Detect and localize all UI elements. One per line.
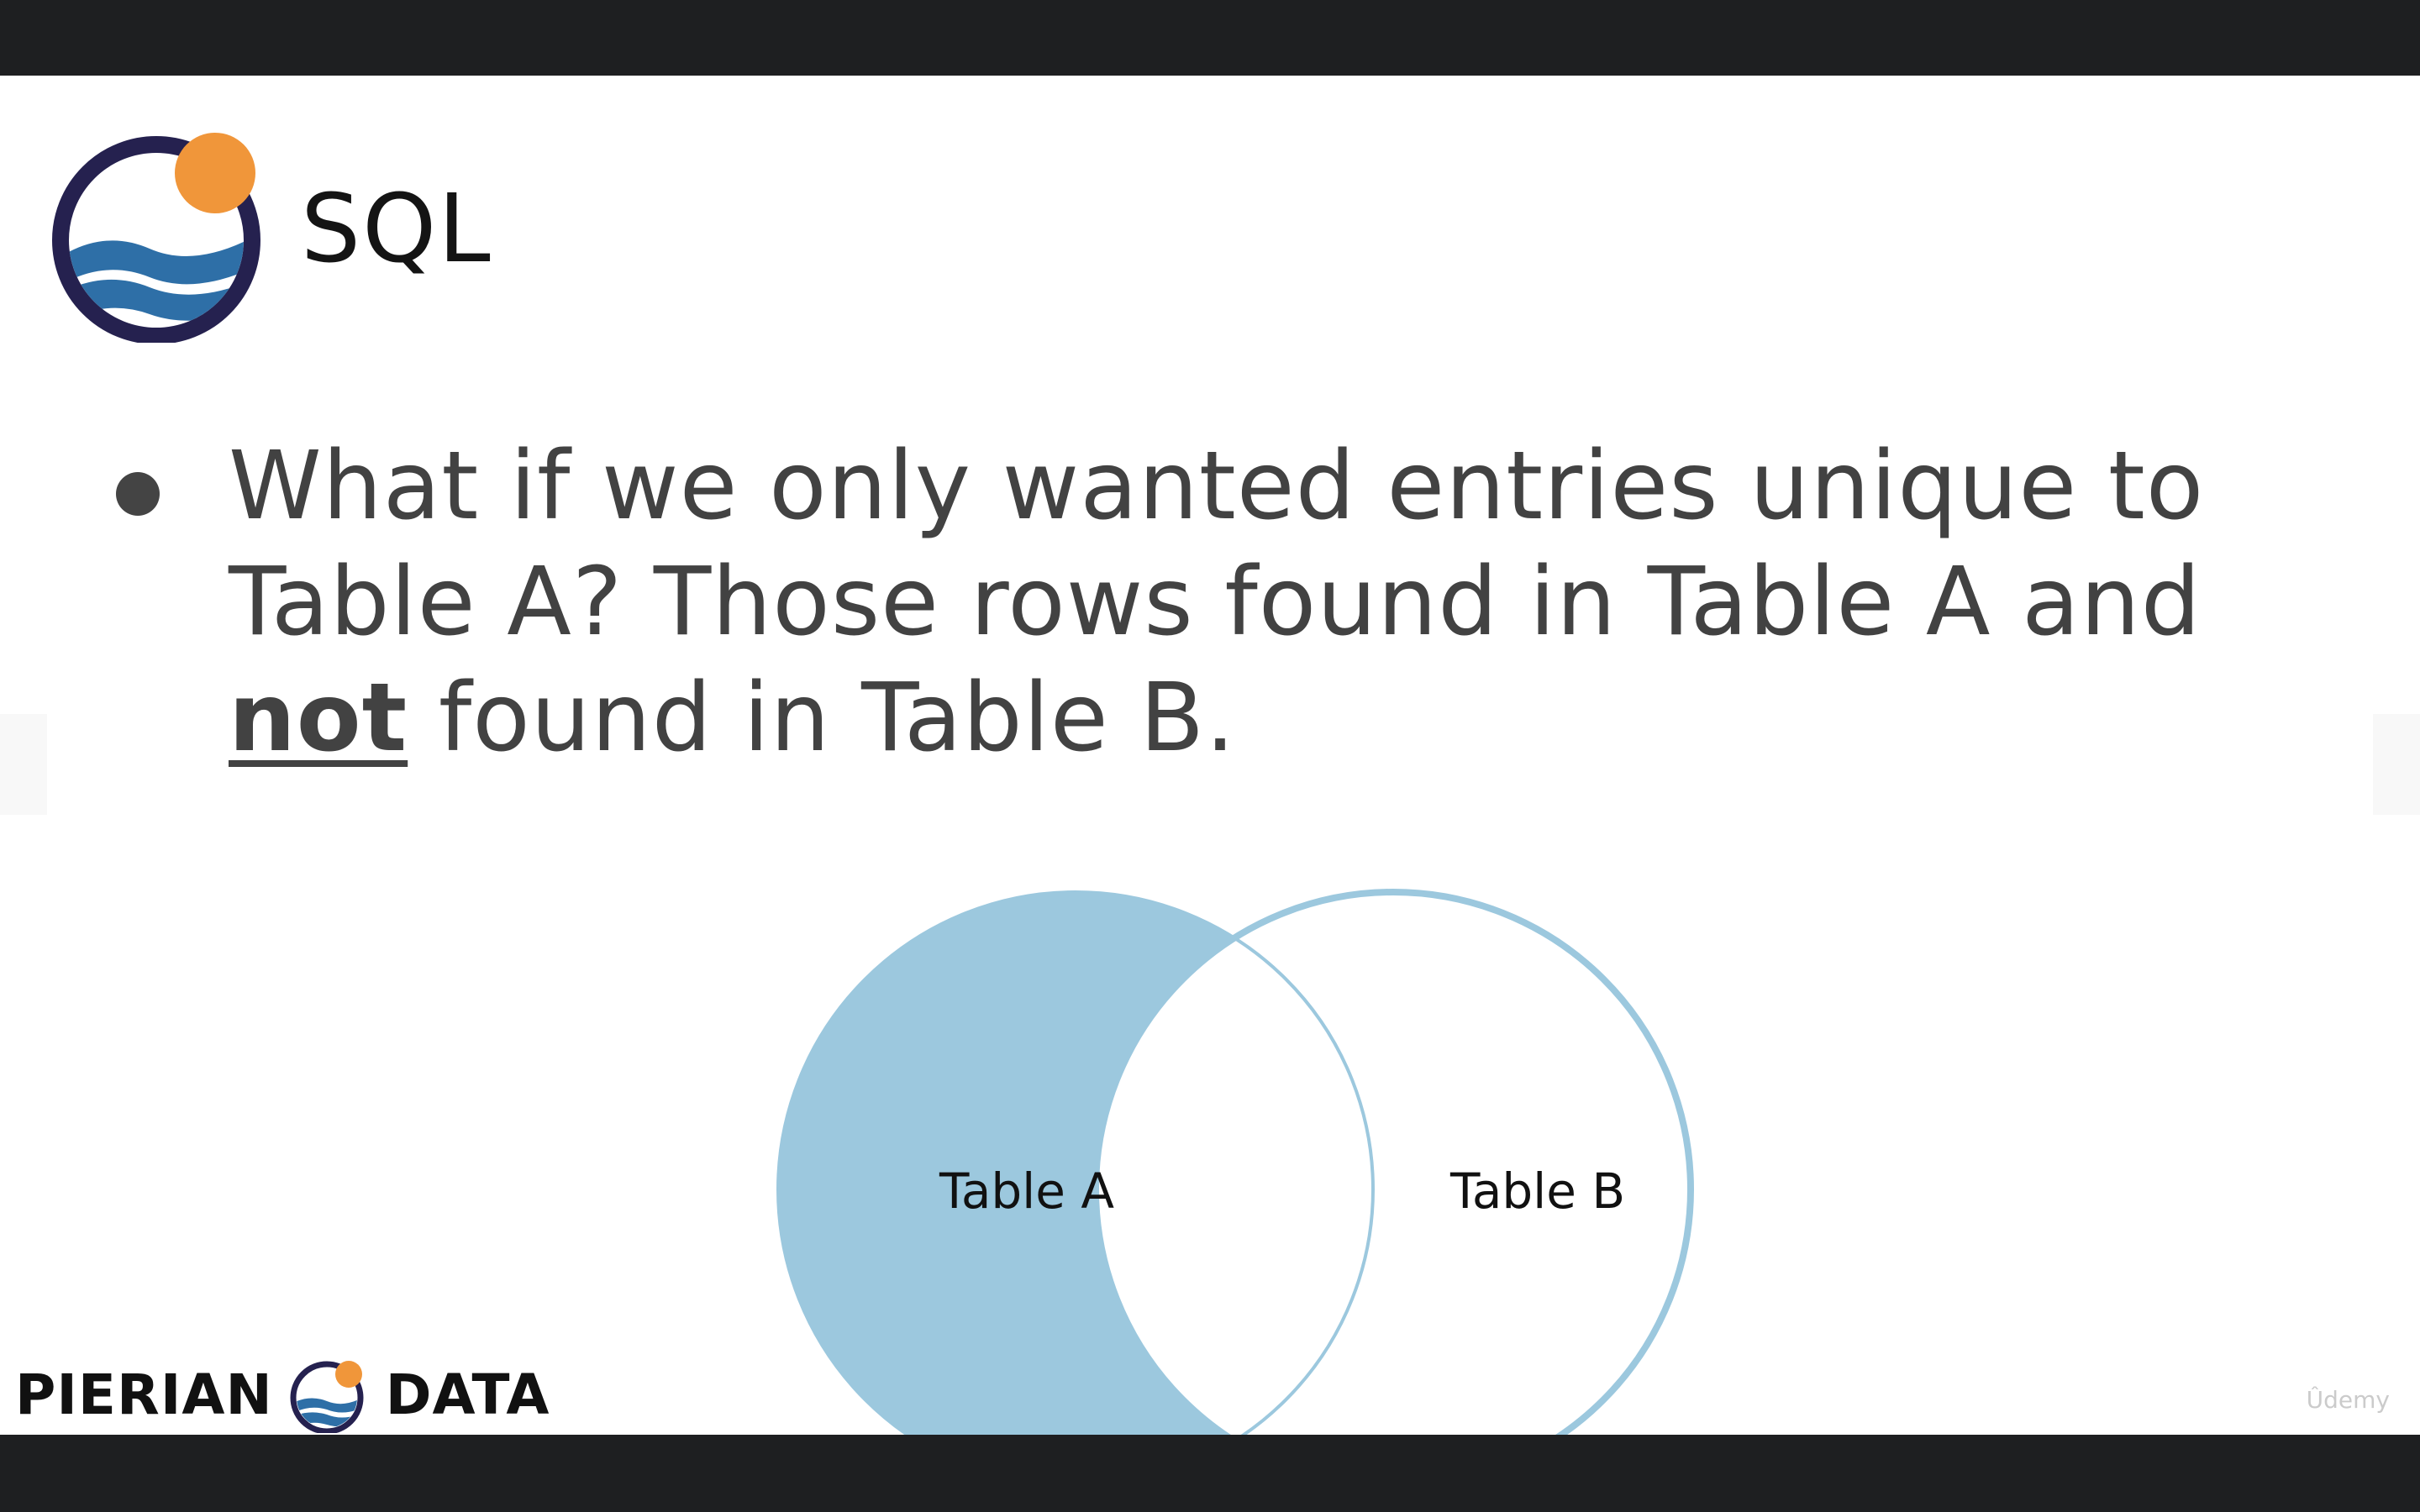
venn-circle-a-outline	[776, 890, 1375, 1435]
venn-diagram: Table A Table B	[776, 889, 1694, 1435]
footer-brand: PIERIAN DATA	[15, 1352, 550, 1435]
footer-brand-left: PIERIAN	[15, 1362, 273, 1427]
player-top-bar	[0, 0, 2420, 76]
bullet-line-2: Table A? Those rows found in Table A and	[229, 548, 2202, 657]
emphasis-not: not	[229, 664, 408, 773]
slide-title: SQL	[301, 175, 492, 284]
pierian-logo-icon	[52, 133, 260, 343]
bullet-marker	[116, 472, 160, 516]
previous-slide-button[interactable]	[0, 714, 47, 815]
bullet-line-1: What if we only wanted entries unique to	[229, 432, 2205, 541]
next-slide-button[interactable]	[2373, 714, 2420, 815]
pierian-mini-logo-icon	[290, 1361, 364, 1433]
bullet-line-3-tail: found in Table B.	[408, 664, 1236, 773]
bullet-text: What if we only wanted entries unique to…	[229, 428, 2363, 776]
venn-label-a: Table A	[939, 1163, 1114, 1220]
bullet-line-3: not found in Table B.	[229, 660, 2363, 776]
venn-intersection	[1096, 892, 1373, 1435]
footer-brand-right: DATA	[385, 1362, 550, 1427]
player-bottom-bar	[0, 1435, 2420, 1512]
udemy-watermark: Ûdemy	[2306, 1386, 2390, 1414]
lecture-slide: SQL What if we only wanted entries uniqu…	[0, 76, 2420, 1435]
venn-label-b: Table B	[1449, 1163, 1625, 1220]
venn-circle-b	[1092, 889, 1694, 1435]
